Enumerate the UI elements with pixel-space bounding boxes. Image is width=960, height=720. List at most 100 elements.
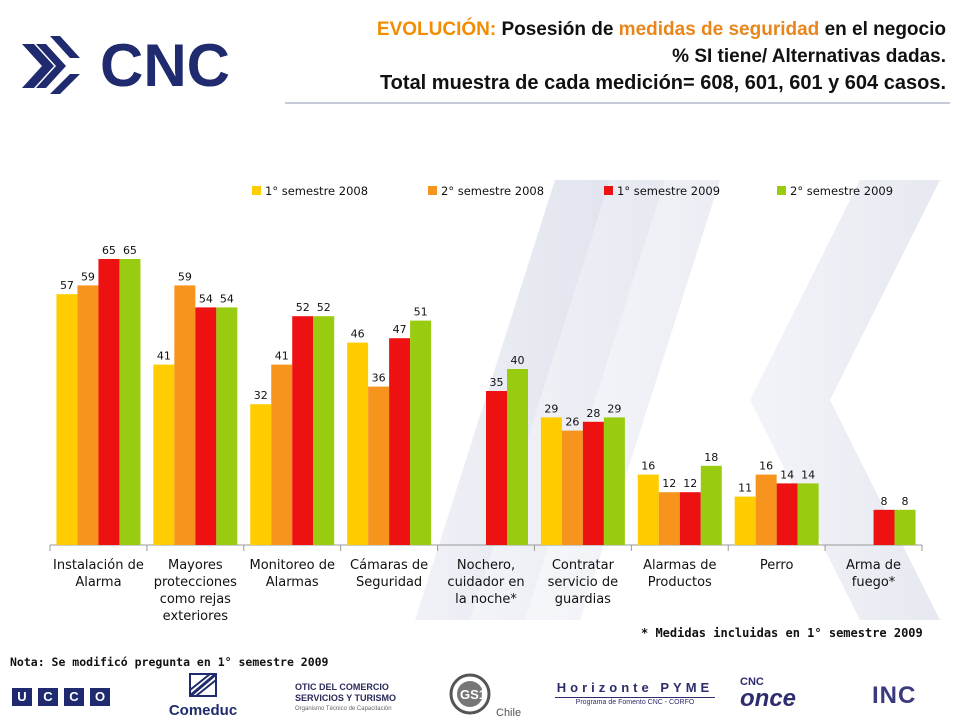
data-label: 16 xyxy=(641,460,655,473)
title-divider xyxy=(285,102,950,104)
ucco-logo: U C C O xyxy=(12,688,110,706)
bar xyxy=(776,483,798,545)
otic-line1: OTIC DEL COMERCIO xyxy=(295,682,389,692)
category-label: Mayores xyxy=(168,558,223,573)
bar xyxy=(679,492,701,545)
data-label: 29 xyxy=(544,402,558,415)
title-prefix: EVOLUCIÓN: xyxy=(376,19,497,40)
category-label: exteriores xyxy=(163,609,229,624)
data-label: 52 xyxy=(317,301,331,314)
bar xyxy=(658,492,680,545)
category-label: Monitoreo de xyxy=(249,558,334,573)
bar xyxy=(292,316,314,545)
data-label: 14 xyxy=(780,468,794,481)
bar xyxy=(174,285,196,545)
data-label: 41 xyxy=(275,350,289,363)
category-label: Seguridad xyxy=(356,575,422,590)
bar xyxy=(119,259,141,545)
legend-label: 2° semestre 2009 xyxy=(790,184,893,198)
category-label: protecciones xyxy=(154,575,237,590)
gs1-text: GS1 xyxy=(460,687,486,702)
bar xyxy=(540,417,562,545)
data-label: 51 xyxy=(414,306,428,319)
category-label: Alarmas xyxy=(266,575,319,590)
data-label: 59 xyxy=(178,270,192,283)
bar xyxy=(77,285,99,545)
data-label: 29 xyxy=(607,402,621,415)
data-label: 8 xyxy=(881,495,888,508)
gs1-logo: GS1 Chile xyxy=(449,673,521,719)
category-label: Instalación de xyxy=(53,558,144,573)
data-label: 11 xyxy=(738,482,752,495)
bar xyxy=(507,369,528,545)
ucco-letter: C xyxy=(38,688,58,706)
data-label: 54 xyxy=(220,292,234,305)
comeduc-mark-icon xyxy=(189,672,217,698)
legend-swatch xyxy=(604,186,613,195)
bar xyxy=(561,430,583,545)
otic-line3: Organismo Técnico de Capacitación xyxy=(295,706,392,712)
category-label: Productos xyxy=(648,575,712,590)
data-label: 32 xyxy=(254,389,268,402)
data-label: 28 xyxy=(586,407,600,420)
category-label: Arma de xyxy=(846,558,901,573)
title-line-1: EVOLUCIÓN: Posesión de medidas de seguri… xyxy=(306,16,946,43)
bar xyxy=(313,316,335,545)
comeduc-logo: Comeduc xyxy=(158,672,248,719)
bar-chart: 1° semestre 2008 2° semestre 2008 1° semes… xyxy=(49,184,923,624)
footer-logos: U C C O Comeduc OTIC DEL COMERCIO SERVIC… xyxy=(0,672,960,720)
data-label: 59 xyxy=(81,270,95,283)
bar xyxy=(195,307,217,545)
data-label: 41 xyxy=(157,350,171,363)
data-label: 65 xyxy=(102,244,116,257)
data-label: 46 xyxy=(351,328,365,341)
data-label: 52 xyxy=(296,301,310,314)
bar xyxy=(98,259,120,545)
bar xyxy=(250,404,272,545)
category-label: Alarmas de xyxy=(643,558,716,573)
legend-label: 2° semestre 2008 xyxy=(441,184,544,198)
horizonte-text: Horizonte PYME xyxy=(556,680,714,695)
cnc-once-word: once xyxy=(740,685,797,712)
page-title: EVOLUCIÓN: Posesión de medidas de seguri… xyxy=(306,16,946,97)
legend-label: 1° semestre 2008 xyxy=(265,184,368,198)
footnote-right: * Medidas incluidas en 1° semestre 2009 xyxy=(641,626,923,640)
data-label: 12 xyxy=(683,477,697,490)
category-label: guardias xyxy=(555,592,611,607)
bar xyxy=(347,342,369,545)
legend-swatch xyxy=(252,186,261,195)
otic-logo: OTIC DEL COMERCIO SERVICIOS Y TURISMO Or… xyxy=(295,682,415,715)
data-label: 36 xyxy=(372,372,386,385)
gs1-sub: Chile xyxy=(496,707,521,719)
bar xyxy=(410,320,432,545)
bar xyxy=(637,474,659,545)
data-label: 16 xyxy=(759,460,773,473)
bar xyxy=(153,364,175,545)
title-highlight: medidas de seguridad xyxy=(618,19,820,40)
bar xyxy=(582,421,604,545)
title-suffix: en el negocio xyxy=(819,19,946,40)
otic-line2: SERVICIOS Y TURISMO xyxy=(295,693,397,703)
bar xyxy=(700,465,722,545)
footnote-left: Nota: Se modificó pregunta en 1° semestr… xyxy=(10,655,329,669)
bar xyxy=(603,417,625,545)
cnc-logo: CNC xyxy=(22,32,230,94)
category-label: fuego* xyxy=(852,575,896,590)
bar xyxy=(389,338,411,545)
bar xyxy=(894,509,916,545)
title-line-2: % SI tiene/ Alternativas dadas. xyxy=(672,46,946,67)
bar xyxy=(216,307,238,545)
bar xyxy=(486,391,507,545)
legend-swatch xyxy=(777,186,786,195)
category-label: servicio de xyxy=(548,575,619,590)
bar xyxy=(873,509,895,545)
title-line-3: Total muestra de cada medición= 608, 601… xyxy=(379,72,946,94)
legend-label: 1° semestre 2009 xyxy=(617,184,720,198)
data-label: 14 xyxy=(801,468,815,481)
comeduc-text: Comeduc xyxy=(168,702,238,719)
data-label: 65 xyxy=(123,244,137,257)
ucco-letter: U xyxy=(12,688,32,706)
inc-logo: INC xyxy=(872,682,917,709)
category-label: cuidador en xyxy=(447,575,524,590)
legend-swatch xyxy=(428,186,437,195)
